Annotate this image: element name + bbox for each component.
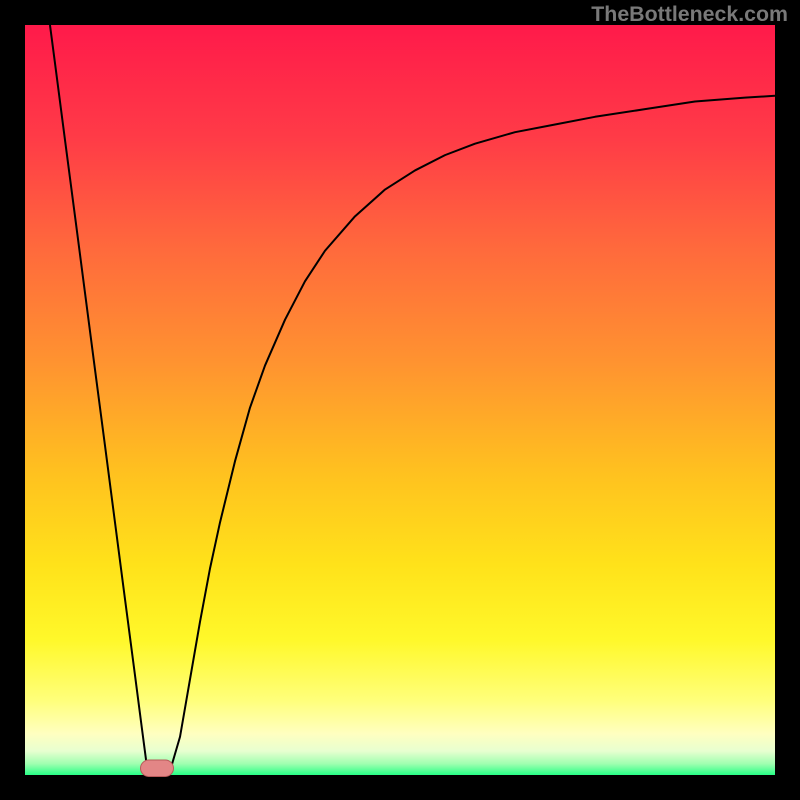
chart-svg bbox=[0, 0, 800, 800]
plot-area bbox=[25, 25, 775, 775]
bottleneck-chart: TheBottleneck.com bbox=[0, 0, 800, 800]
optimal-point-marker bbox=[141, 760, 174, 777]
